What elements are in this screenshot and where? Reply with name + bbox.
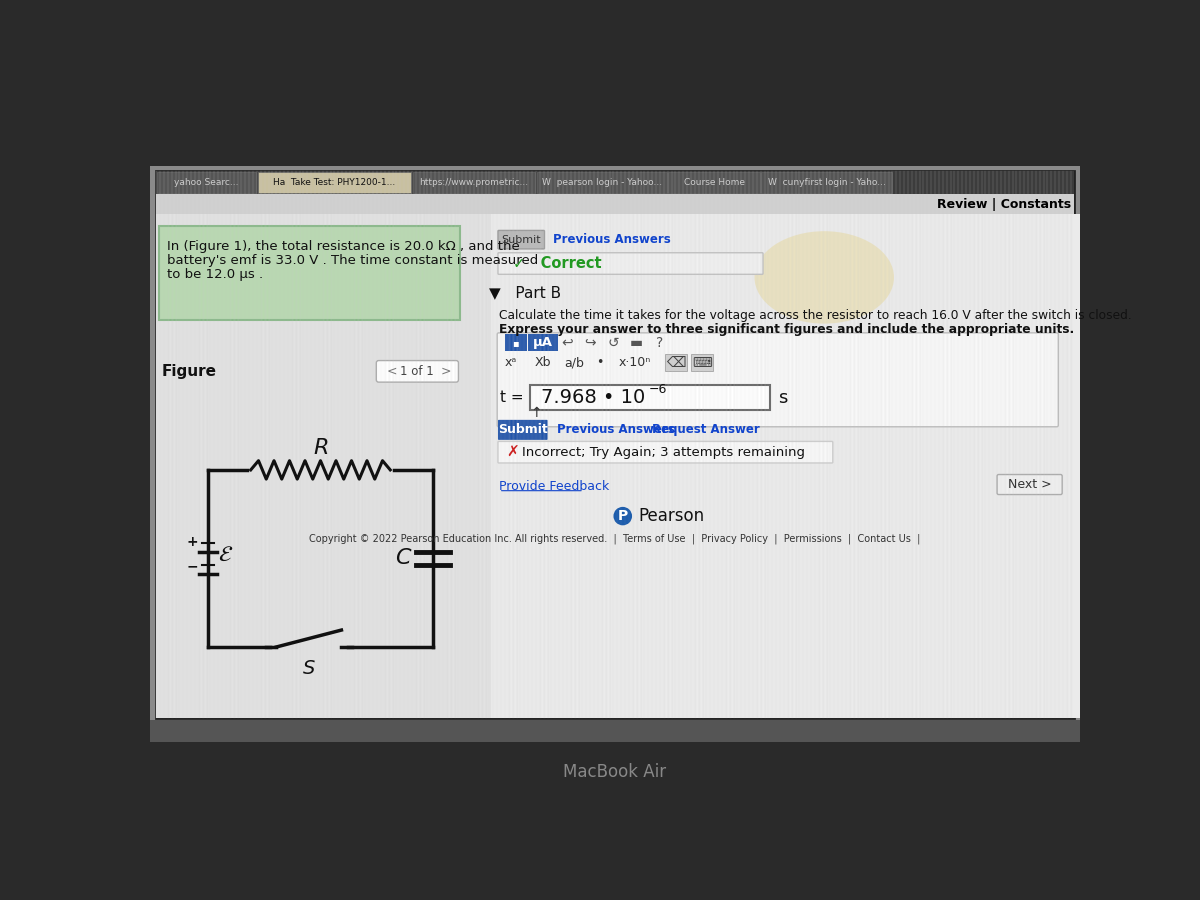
Text: Pearson: Pearson <box>638 507 704 525</box>
Text: ↪: ↪ <box>584 336 596 350</box>
Ellipse shape <box>755 231 894 324</box>
Text: Calculate the time it takes for the voltage across the resistor to reach 16.0 V : Calculate the time it takes for the volt… <box>499 310 1132 322</box>
Text: ⌨: ⌨ <box>692 356 712 370</box>
Bar <box>668 172 760 194</box>
FancyBboxPatch shape <box>160 226 460 320</box>
Text: ▬: ▬ <box>630 336 643 350</box>
Text: 1 of 1: 1 of 1 <box>401 364 434 378</box>
Text: −: − <box>187 559 198 573</box>
FancyBboxPatch shape <box>377 361 458 382</box>
Text: t =: t = <box>500 390 524 405</box>
Text: Request Answer: Request Answer <box>653 423 760 436</box>
Text: ▼   Part B: ▼ Part B <box>490 285 562 301</box>
Text: Course Home: Course Home <box>684 178 745 187</box>
Text: to be 12.0 μs .: to be 12.0 μs . <box>167 268 263 281</box>
FancyBboxPatch shape <box>498 419 547 440</box>
Bar <box>150 720 1080 743</box>
Text: ✗: ✗ <box>506 445 520 460</box>
Text: ↑: ↑ <box>530 406 541 420</box>
Text: $R$: $R$ <box>313 437 328 459</box>
Bar <box>691 355 713 372</box>
Text: μA: μA <box>533 337 553 349</box>
Text: •: • <box>596 356 604 369</box>
Bar <box>762 172 892 194</box>
FancyBboxPatch shape <box>498 230 545 249</box>
Text: $C$: $C$ <box>395 547 412 570</box>
Bar <box>150 166 1080 743</box>
Bar <box>529 385 770 410</box>
Bar <box>156 171 1074 718</box>
Text: https://www.prometric...: https://www.prometric... <box>419 178 528 187</box>
Text: Copyright © 2022 Pearson Education Inc. All rights reserved.  |  Terms of Use  |: Copyright © 2022 Pearson Education Inc. … <box>310 534 920 544</box>
Text: +: + <box>187 535 198 548</box>
Text: ✓   Correct: ✓ Correct <box>512 256 601 271</box>
Text: ?: ? <box>656 336 664 350</box>
Text: Xb: Xb <box>534 356 551 369</box>
Bar <box>536 172 667 194</box>
Bar <box>157 172 256 194</box>
Text: battery's emf is 33.0 V . The time constant is measured: battery's emf is 33.0 V . The time const… <box>167 255 539 267</box>
Text: ⌫: ⌫ <box>666 356 686 370</box>
Text: Previous Answers: Previous Answers <box>557 423 674 436</box>
Text: Incorrect; Try Again; 3 attempts remaining: Incorrect; Try Again; 3 attempts remaini… <box>522 446 805 459</box>
Text: Submit: Submit <box>502 235 541 245</box>
Text: Provide Feedback: Provide Feedback <box>499 481 610 493</box>
Text: W  cunyfirst login - Yaho...: W cunyfirst login - Yaho... <box>768 178 886 187</box>
Text: $\mathcal{E}$: $\mathcal{E}$ <box>217 544 233 564</box>
Text: Previous Answers: Previous Answers <box>553 233 671 247</box>
Text: s: s <box>778 389 787 407</box>
Text: ↺: ↺ <box>607 336 619 350</box>
Text: yahoo Searc...: yahoo Searc... <box>174 178 239 187</box>
Bar <box>505 335 527 351</box>
FancyBboxPatch shape <box>497 333 1058 427</box>
Text: Express your answer to three significant figures and include the appropriate uni: Express your answer to three significant… <box>499 323 1074 337</box>
Text: Next >: Next > <box>1008 478 1051 491</box>
Bar <box>413 172 535 194</box>
Text: $S$: $S$ <box>302 660 316 678</box>
Circle shape <box>613 507 632 526</box>
Bar <box>665 355 688 372</box>
Bar <box>156 171 1074 194</box>
Text: >: > <box>440 364 451 378</box>
FancyBboxPatch shape <box>498 253 763 274</box>
Text: a/b: a/b <box>564 356 583 369</box>
Text: xᵃ: xᵃ <box>505 356 517 369</box>
Text: W  pearson login - Yahoo...: W pearson login - Yahoo... <box>541 178 662 187</box>
Text: ↩: ↩ <box>562 336 572 350</box>
Text: P: P <box>618 509 628 523</box>
Text: x·10ⁿ: x·10ⁿ <box>619 356 652 369</box>
Bar <box>528 335 558 351</box>
Text: Review | Constants: Review | Constants <box>936 198 1070 211</box>
Bar <box>156 194 1074 214</box>
Text: In (Figure 1), the total resistance is 20.0 kΩ , and the: In (Figure 1), the total resistance is 2… <box>167 240 520 254</box>
FancyBboxPatch shape <box>997 474 1062 494</box>
Bar <box>258 172 412 194</box>
Text: Submit: Submit <box>498 423 547 436</box>
Bar <box>150 742 1080 801</box>
Text: 7.968 • 10: 7.968 • 10 <box>541 388 646 407</box>
Text: Ha  Take Test: PHY1200-1...: Ha Take Test: PHY1200-1... <box>274 178 396 187</box>
FancyBboxPatch shape <box>498 441 833 463</box>
Text: ▪: ▪ <box>512 338 520 348</box>
Text: <: < <box>386 364 397 378</box>
Bar <box>491 214 1080 718</box>
Text: MacBook Air: MacBook Air <box>564 762 666 780</box>
Bar <box>156 214 1074 718</box>
Text: Figure: Figure <box>162 364 217 379</box>
Text: −6: −6 <box>648 383 667 396</box>
